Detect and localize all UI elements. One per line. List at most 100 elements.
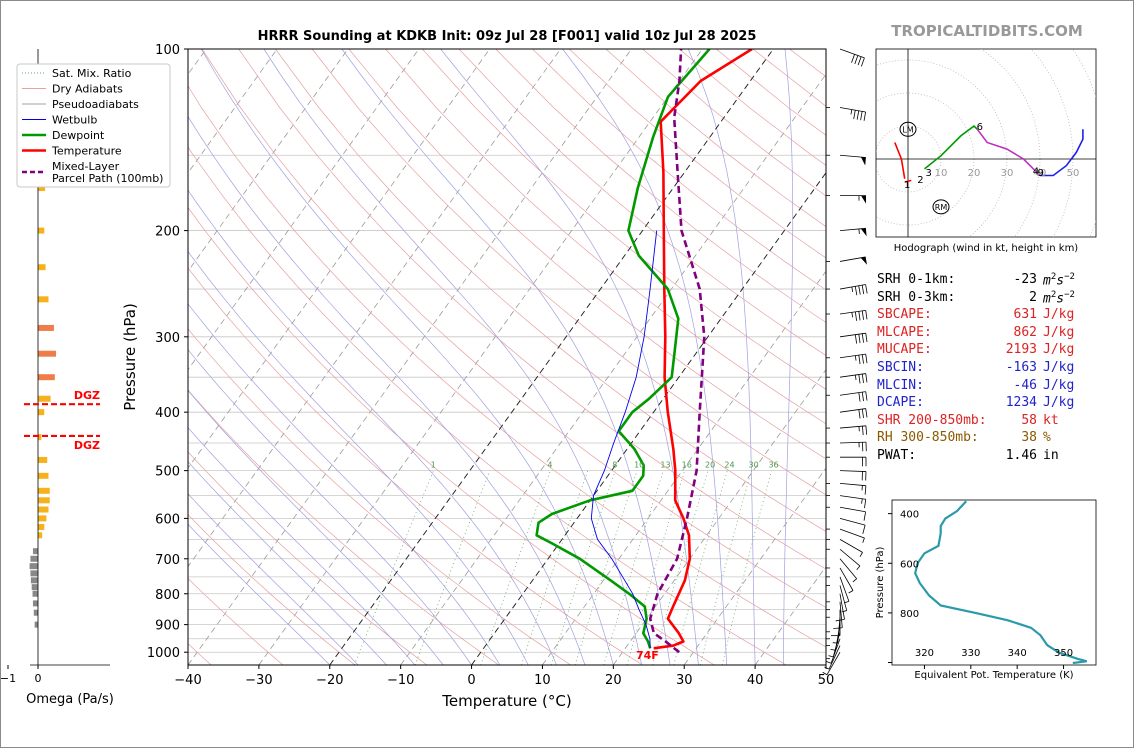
wind-barb <box>839 548 861 571</box>
mixing-ratio-line <box>673 470 728 665</box>
hodograph-marker-label: RM <box>935 203 948 212</box>
hodograph-trace <box>894 142 906 179</box>
barb-full <box>861 333 864 343</box>
omega-bar <box>30 570 38 577</box>
mixing-ratio-line <box>414 470 491 665</box>
moist-adiabat-line <box>263 49 643 665</box>
hodograph: 10 20 30 40 50 1 23 4 6 9 LM RM Hodograph (wind in k… <box>875 48 1097 254</box>
index-value: 2 <box>1029 289 1037 305</box>
barb-full <box>862 525 866 534</box>
theta-e-ytick-label: 800 <box>900 609 919 620</box>
barb-shaft <box>832 631 841 658</box>
wind-barb <box>822 652 841 676</box>
barb-half <box>851 312 853 318</box>
barb-half <box>862 537 865 543</box>
barb-shaft <box>839 585 848 611</box>
barb-full <box>858 334 861 344</box>
pressure-tick-label: 300 <box>155 331 180 346</box>
wind-barb <box>839 309 868 321</box>
hodograph-caption: Hodograph (wind in kt, height in km) <box>894 243 1079 254</box>
barb-half <box>830 648 836 651</box>
omega-bar <box>29 563 38 570</box>
wind-barb <box>824 645 841 670</box>
wind-barb <box>839 154 866 166</box>
index-row: MLCAPE: 862 J/kg <box>877 324 1127 341</box>
isotherm-line <box>188 49 561 568</box>
barb-full <box>854 311 857 321</box>
mixing-ratio-label: 24 <box>724 461 734 470</box>
skewt-axes-frame <box>187 48 827 666</box>
omega-bar <box>31 584 38 591</box>
barb-full <box>865 425 868 435</box>
barb-full <box>862 426 864 436</box>
wind-barb <box>826 638 841 664</box>
mixing-ratio-label: 8 <box>612 461 617 470</box>
omega-bar <box>38 409 45 416</box>
wind-barb <box>839 528 865 543</box>
omega-bar <box>38 497 50 504</box>
hodograph-ring-label: 50 <box>1067 168 1080 179</box>
barb-shaft <box>839 483 866 487</box>
barb-full <box>861 354 864 364</box>
wind-barb <box>839 441 867 452</box>
wind-barb <box>839 518 866 534</box>
mixing-ratio-label: 20 <box>705 461 715 470</box>
barb-shaft <box>839 227 866 231</box>
index-row: SHR 200-850mb: 58 kt <box>877 412 1127 429</box>
barb-flag <box>860 256 867 265</box>
wind-barb <box>839 567 854 594</box>
index-label: RH 300-850mb: <box>877 430 979 446</box>
omega-bar <box>38 472 49 479</box>
moist-adiabat-line <box>188 493 359 665</box>
pressure-tick-label: 100 <box>155 43 180 58</box>
barb-full <box>857 56 862 66</box>
wind-barb <box>839 353 868 365</box>
index-row: MUCAPE: 2193 J/kg <box>877 341 1127 358</box>
barb-shaft <box>839 425 866 429</box>
index-unit: % <box>1043 430 1051 446</box>
dry-adiabat-line <box>238 49 826 570</box>
pressure-tick-label: 1000 <box>147 646 180 661</box>
pressure-tick-label: 600 <box>155 512 180 527</box>
dgz-label: DGZ <box>74 439 100 452</box>
moist-adiabat-line <box>188 523 331 665</box>
y-axis-label: Pressure (hPa) <box>121 303 139 411</box>
hodograph-marker-label: LM <box>902 125 913 134</box>
dry-adiabat-line <box>188 328 571 665</box>
legend: Sat. Mix. Ratio Dry Adiabats Pseudoadiabat… <box>16 63 171 188</box>
mixing-ratio-label: 16 <box>682 461 692 470</box>
barb-full <box>858 374 861 384</box>
barb-shaft <box>839 558 858 579</box>
dry-adiabat-line <box>422 49 826 390</box>
dry-adiabat-line <box>188 267 643 665</box>
profile-dewpoint <box>535 49 711 649</box>
hodograph-trace <box>976 128 1041 177</box>
moist-adiabat-line <box>687 49 756 665</box>
index-value: 862 <box>1013 324 1037 340</box>
moist-adiabat-line <box>188 427 416 665</box>
temp-tick-label: 10 <box>534 673 551 688</box>
index-row: RH 300-850mb: 38% <box>877 429 1127 446</box>
dgz-label: DGZ <box>74 389 100 402</box>
legend-label: Pseudoadiabats <box>52 98 139 111</box>
index-value: 1234 <box>1005 395 1037 411</box>
legend-label: Parcel Path (100mb) <box>52 172 163 185</box>
index-unit: m2s−2 <box>1043 272 1075 289</box>
omega-bar <box>38 434 42 441</box>
index-label: SRH 0-3km: <box>877 289 956 305</box>
index-row: SBCAPE: 631 J/kg <box>877 306 1127 323</box>
barb-full <box>865 333 868 343</box>
temp-tick-label: 0 <box>467 673 475 688</box>
mixing-ratio-labels: 1 4 8 10 13 16 20 24 30 36 <box>431 461 779 470</box>
index-label: MLCIN: <box>877 377 924 393</box>
hodograph-ring-label: 30 <box>1001 168 1014 179</box>
omega-bar <box>38 523 45 530</box>
hodograph-trace <box>1040 129 1084 177</box>
index-label: PWAT: <box>877 448 917 463</box>
hodograph-height-label: 9 <box>1038 168 1044 179</box>
dry-adiabat-line <box>495 49 826 323</box>
index-value: -23 <box>1013 272 1037 287</box>
temp-tick-label: −20 <box>316 673 343 688</box>
moist-adiabat-line <box>188 389 444 665</box>
barb-shaft <box>839 154 866 158</box>
